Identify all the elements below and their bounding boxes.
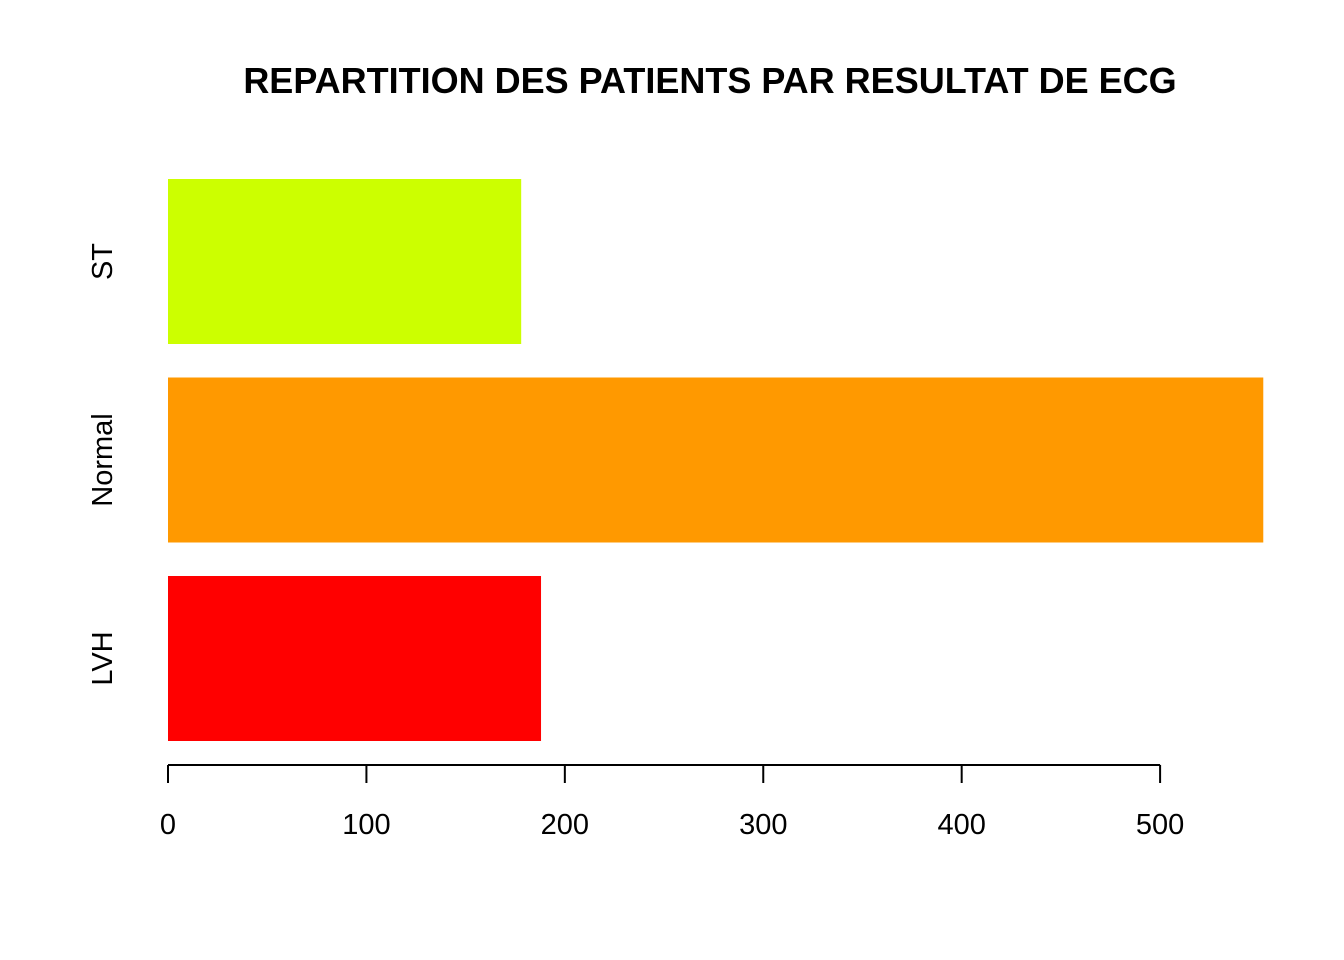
category-label-st: ST bbox=[87, 243, 119, 280]
category-label-normal: Normal bbox=[87, 413, 119, 506]
x-axis: 0 100 200 300 400 500 bbox=[160, 764, 1184, 841]
x-tick-label: 0 bbox=[160, 809, 176, 841]
category-labels: LVH Normal ST bbox=[87, 243, 119, 686]
x-tick-label: 500 bbox=[1136, 809, 1184, 841]
bar-lvh bbox=[168, 576, 542, 741]
x-tick-label: 100 bbox=[342, 809, 390, 841]
category-label-lvh: LVH bbox=[87, 631, 119, 685]
x-tick-label: 400 bbox=[937, 809, 985, 841]
x-tick-label: 300 bbox=[739, 809, 787, 841]
bars-group bbox=[168, 179, 1264, 741]
x-tick-label: 200 bbox=[541, 809, 589, 841]
chart-title: REPARTITION DES PATIENTS PAR RESULTAT DE… bbox=[243, 60, 1176, 101]
bar-st bbox=[168, 179, 522, 344]
bar-normal bbox=[168, 377, 1264, 543]
